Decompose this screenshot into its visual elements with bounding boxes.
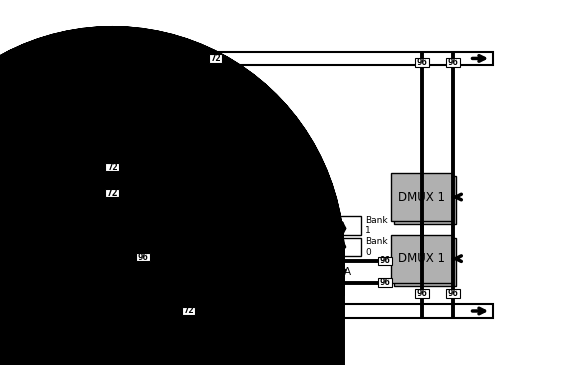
Bar xyxy=(136,253,150,261)
Bar xyxy=(81,304,493,318)
Text: Interleave B: Interleave B xyxy=(200,267,264,277)
Text: Memory Data: Memory Data xyxy=(222,268,292,278)
Text: 96: 96 xyxy=(138,253,149,262)
Text: 96: 96 xyxy=(447,289,458,298)
Bar xyxy=(323,238,361,256)
Bar xyxy=(234,216,273,235)
Bar xyxy=(89,232,136,283)
Bar xyxy=(446,289,459,297)
Text: DMUX 1: DMUX 1 xyxy=(398,191,445,204)
Text: Bank
1: Bank 1 xyxy=(365,216,388,235)
Bar xyxy=(105,189,119,197)
Text: DMUX 1: DMUX 1 xyxy=(398,252,445,265)
Text: 72: 72 xyxy=(107,188,118,198)
Text: 96: 96 xyxy=(380,278,390,287)
Text: 72: 72 xyxy=(210,54,221,63)
Bar xyxy=(391,235,453,283)
Bar xyxy=(394,176,456,224)
Text: MC1: MC1 xyxy=(99,251,126,264)
Bar xyxy=(91,235,139,285)
Bar xyxy=(378,278,392,287)
Text: 72: 72 xyxy=(107,162,118,172)
Text: Interleave A: Interleave A xyxy=(288,267,351,277)
Bar xyxy=(182,307,195,315)
Text: 72: 72 xyxy=(183,307,194,315)
Bar xyxy=(415,58,429,66)
Bar xyxy=(446,58,459,66)
Text: 96: 96 xyxy=(380,257,390,265)
Text: CPU Bus: CPU Bus xyxy=(116,306,159,316)
Text: 96: 96 xyxy=(447,58,458,67)
Bar xyxy=(81,51,493,65)
Text: 96: 96 xyxy=(416,289,427,298)
Bar xyxy=(209,54,223,63)
Bar xyxy=(323,216,361,235)
Bar xyxy=(234,238,273,256)
Bar xyxy=(279,216,317,235)
Bar xyxy=(191,238,229,256)
Text: Bank
0: Bank 0 xyxy=(365,237,388,257)
Bar xyxy=(105,163,119,171)
Text: GIO64 Bus: GIO64 Bus xyxy=(116,53,171,64)
Text: 96: 96 xyxy=(416,58,427,67)
Bar xyxy=(391,173,453,221)
Bar xyxy=(415,289,429,297)
Bar xyxy=(279,238,317,256)
Bar xyxy=(378,257,392,265)
Bar xyxy=(394,238,456,285)
Bar xyxy=(191,216,229,235)
